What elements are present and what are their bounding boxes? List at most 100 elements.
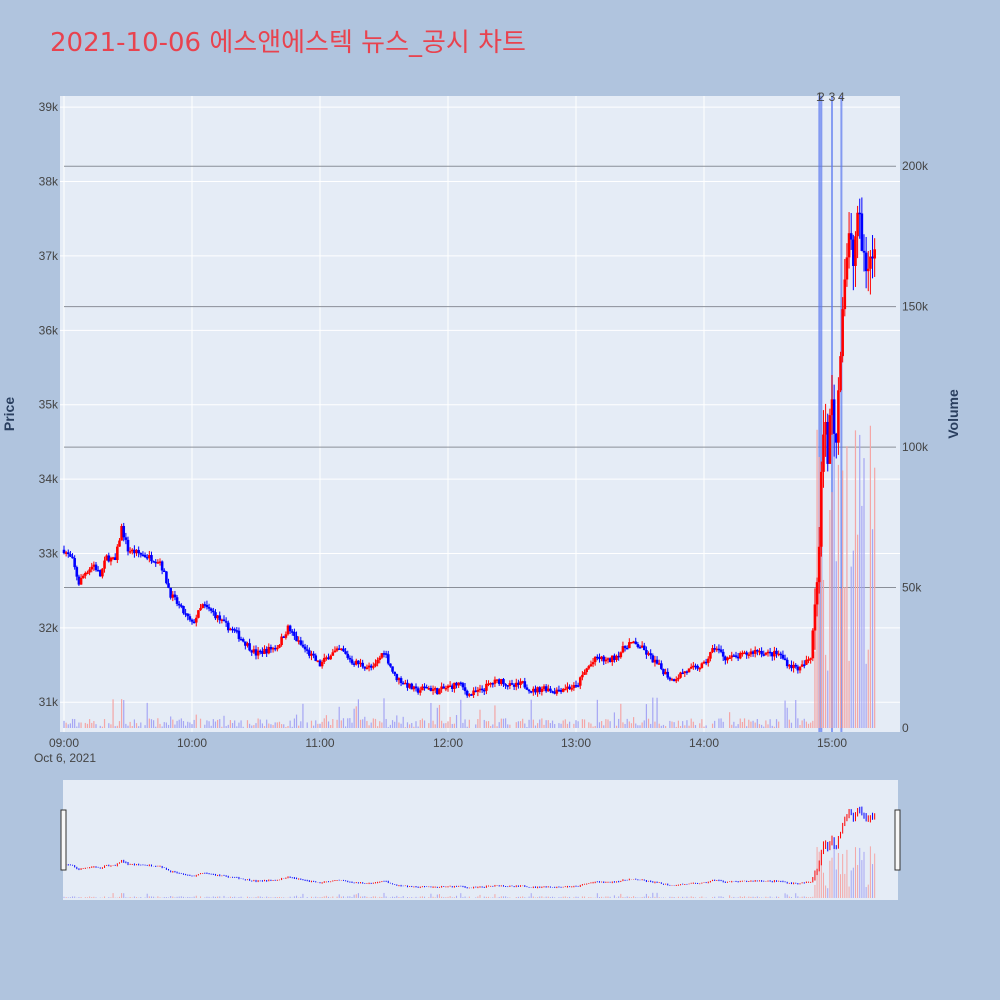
slider-volume-bar	[633, 896, 635, 898]
volume-bar	[332, 719, 334, 728]
range-slider[interactable]	[63, 780, 898, 900]
volume-bar	[842, 470, 844, 728]
candle-body	[248, 643, 251, 651]
candle-body	[506, 685, 510, 687]
candle-body	[214, 612, 217, 619]
slider-volume-bar	[336, 896, 338, 898]
candle-body	[271, 647, 275, 650]
slider-volume-bar	[182, 896, 184, 898]
slider-volume-bar	[869, 846, 871, 898]
candle-body	[764, 652, 768, 655]
volume-bar	[500, 718, 502, 728]
slider-volume-bar	[409, 897, 411, 898]
candle-body	[325, 657, 328, 659]
candle-body	[220, 619, 224, 622]
volume-bar	[773, 726, 775, 728]
slider-volume-bar	[223, 895, 225, 898]
volume-bar	[735, 726, 737, 728]
volume-bar	[551, 720, 554, 728]
candle-body	[642, 645, 646, 651]
slider-volume-bar	[93, 896, 95, 898]
slider-volume-bar	[803, 896, 805, 898]
slider-volume-bar	[598, 897, 600, 898]
volume-bar	[477, 719, 479, 728]
candle-body	[557, 689, 561, 692]
candle-body	[555, 689, 559, 694]
volume-bar	[270, 724, 272, 728]
range-slider-left-handle[interactable]	[60, 809, 67, 871]
candle-body	[329, 655, 332, 660]
volume-bar	[453, 723, 455, 728]
candle-body	[235, 630, 239, 632]
volume-bar	[852, 550, 854, 728]
candle-body	[194, 617, 198, 623]
slider-volume-bar	[545, 896, 547, 898]
candle-body	[111, 557, 115, 559]
candle-body	[156, 562, 160, 564]
slider-volume-bar	[872, 864, 874, 898]
time-tick-label: 14:00	[689, 736, 719, 750]
candle-body	[299, 640, 303, 645]
volume-bar	[639, 725, 641, 728]
candle-body	[137, 549, 140, 554]
volume-bar	[810, 722, 812, 728]
candle-body	[461, 683, 465, 688]
candle-body	[88, 569, 91, 573]
volume-bar	[596, 699, 598, 728]
slider-volume-bar	[778, 896, 780, 898]
slider-volume-bar	[808, 897, 810, 898]
slider-volume-bar	[118, 896, 120, 898]
slider-volume-bar	[232, 897, 234, 898]
candle-body	[226, 622, 230, 631]
volume-bar	[733, 721, 735, 728]
slider-volume-bar	[217, 896, 219, 898]
slider-volume-bar	[669, 896, 671, 898]
volume-bar	[306, 722, 308, 728]
candle-body	[593, 656, 597, 663]
candle-body	[796, 666, 800, 671]
candle-body	[724, 656, 727, 661]
candle-body	[154, 561, 158, 564]
candle-body	[310, 653, 313, 656]
volume-bar	[157, 718, 159, 728]
candle-body	[96, 570, 100, 572]
volume-bar	[289, 720, 291, 728]
volume-bar	[187, 721, 189, 728]
slider-volume-bar	[353, 894, 355, 898]
slider-volume-bar	[854, 847, 856, 898]
candle-body	[408, 683, 411, 688]
volume-bar	[665, 726, 667, 728]
slider-volume-bar	[758, 897, 760, 898]
candle-body	[237, 630, 241, 639]
volume-bar	[441, 720, 443, 728]
volume-bar	[355, 706, 357, 728]
slider-volume-bar	[549, 897, 551, 898]
volume-bar	[214, 721, 217, 728]
candle-body	[171, 594, 175, 598]
volume-bar	[603, 725, 605, 728]
candle-body	[64, 552, 68, 554]
candle-body	[180, 605, 183, 607]
slider-volume-bar	[626, 896, 628, 898]
candle-body	[103, 560, 106, 569]
slider-volume-bar	[80, 897, 82, 898]
volume-bar	[118, 721, 121, 728]
volume-bar	[566, 723, 569, 728]
candle-body	[845, 257, 849, 280]
volume-bar	[829, 509, 831, 728]
slider-volume-bar	[385, 896, 387, 898]
volume-bar	[601, 721, 603, 728]
volume-bar	[249, 723, 251, 728]
candle-body	[634, 641, 638, 645]
volume-bar	[127, 725, 129, 728]
slider-volume-bar	[268, 897, 270, 898]
range-slider-right-handle[interactable]	[894, 809, 901, 871]
candle-body	[312, 653, 315, 656]
volume-bar	[276, 722, 278, 728]
slider-volume-bar	[178, 896, 180, 898]
candle-body	[261, 651, 264, 654]
slider-volume-bar	[208, 896, 210, 898]
candle-body	[546, 688, 550, 692]
volume-bar	[752, 720, 754, 728]
candle-body	[267, 646, 271, 654]
